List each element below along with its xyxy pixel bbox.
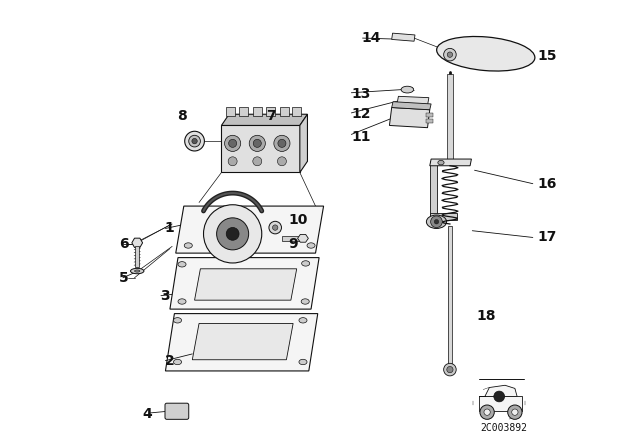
Polygon shape — [389, 108, 430, 128]
Polygon shape — [195, 269, 297, 300]
Text: 10: 10 — [289, 212, 308, 227]
Polygon shape — [176, 206, 324, 253]
FancyBboxPatch shape — [165, 403, 189, 419]
Text: 17: 17 — [538, 230, 557, 245]
Text: 6: 6 — [118, 237, 128, 251]
Circle shape — [185, 131, 204, 151]
Polygon shape — [170, 258, 319, 309]
Ellipse shape — [401, 86, 413, 93]
Polygon shape — [221, 114, 307, 125]
Polygon shape — [132, 238, 143, 247]
Bar — [226, 107, 235, 116]
Circle shape — [226, 228, 239, 240]
Ellipse shape — [438, 160, 444, 165]
Circle shape — [480, 405, 494, 419]
Polygon shape — [479, 385, 517, 396]
Circle shape — [204, 205, 262, 263]
Text: 14: 14 — [362, 31, 381, 45]
Text: 5: 5 — [118, 271, 128, 285]
Bar — [426, 113, 433, 117]
Polygon shape — [192, 323, 293, 360]
Text: 8: 8 — [177, 109, 187, 124]
Text: 2: 2 — [164, 353, 174, 368]
Ellipse shape — [178, 299, 186, 304]
Bar — [292, 107, 301, 116]
Circle shape — [249, 135, 266, 151]
Polygon shape — [397, 96, 429, 105]
Circle shape — [253, 139, 261, 147]
Polygon shape — [298, 234, 308, 242]
Text: 16: 16 — [538, 177, 557, 191]
Bar — [426, 119, 433, 123]
Text: 4: 4 — [142, 407, 152, 422]
Polygon shape — [479, 396, 522, 411]
Circle shape — [274, 135, 290, 151]
Circle shape — [189, 135, 200, 147]
Circle shape — [269, 221, 282, 234]
Circle shape — [512, 409, 518, 415]
Polygon shape — [221, 125, 300, 172]
Ellipse shape — [184, 243, 192, 248]
Ellipse shape — [301, 299, 309, 304]
Circle shape — [444, 363, 456, 376]
Circle shape — [431, 216, 442, 228]
Ellipse shape — [173, 359, 182, 365]
Text: 2C003892: 2C003892 — [480, 423, 527, 433]
Circle shape — [228, 139, 237, 147]
Circle shape — [494, 391, 504, 402]
Bar — [280, 107, 289, 116]
Text: 18: 18 — [476, 309, 495, 323]
Polygon shape — [165, 314, 317, 371]
Bar — [430, 161, 437, 220]
Circle shape — [444, 48, 456, 61]
Circle shape — [273, 225, 278, 230]
Ellipse shape — [134, 270, 140, 272]
Circle shape — [253, 157, 262, 166]
Bar — [447, 74, 452, 164]
Bar — [266, 107, 275, 116]
Ellipse shape — [299, 318, 307, 323]
Polygon shape — [430, 159, 472, 166]
Text: 12: 12 — [351, 107, 371, 121]
Ellipse shape — [131, 268, 144, 274]
Bar — [282, 236, 304, 241]
Circle shape — [225, 135, 241, 151]
Circle shape — [508, 405, 522, 419]
Ellipse shape — [299, 359, 307, 365]
Polygon shape — [392, 102, 431, 110]
Text: 11: 11 — [351, 129, 371, 144]
Bar — [448, 226, 452, 367]
Text: 7: 7 — [266, 109, 276, 124]
Ellipse shape — [173, 318, 182, 323]
Circle shape — [447, 366, 453, 373]
Bar — [253, 107, 262, 116]
Ellipse shape — [307, 243, 315, 248]
Bar — [135, 246, 140, 267]
Ellipse shape — [178, 262, 186, 267]
Circle shape — [484, 409, 490, 415]
Circle shape — [192, 138, 197, 144]
Circle shape — [277, 157, 287, 166]
Circle shape — [447, 52, 452, 57]
Text: 9: 9 — [289, 237, 298, 251]
Circle shape — [228, 157, 237, 166]
Bar — [239, 107, 248, 116]
Polygon shape — [300, 114, 307, 172]
Text: 1: 1 — [164, 221, 174, 236]
Text: 3: 3 — [160, 289, 170, 303]
Text: 15: 15 — [538, 49, 557, 63]
Circle shape — [435, 220, 439, 224]
Text: 13: 13 — [351, 87, 371, 101]
Ellipse shape — [436, 36, 535, 71]
Circle shape — [278, 139, 286, 147]
Bar — [430, 213, 457, 220]
Circle shape — [216, 218, 249, 250]
Polygon shape — [392, 33, 415, 41]
Ellipse shape — [426, 215, 447, 228]
Ellipse shape — [301, 261, 310, 266]
